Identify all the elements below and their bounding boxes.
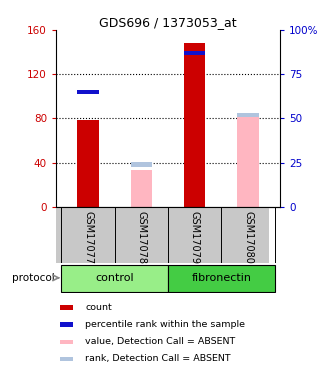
Bar [77,120,99,207]
Bar [77,90,99,94]
Bar [237,112,259,117]
Bar [60,322,73,327]
Bar [131,170,152,207]
Text: GSM17079: GSM17079 [190,211,200,264]
Bar [60,339,73,344]
Bar [61,265,168,292]
Text: rank, Detection Call = ABSENT: rank, Detection Call = ABSENT [85,354,231,363]
Bar [131,162,152,166]
Bar [184,51,205,55]
Text: control: control [95,273,134,283]
Bar [168,265,275,292]
Text: GSM17078: GSM17078 [136,211,146,264]
Bar [184,43,205,207]
Bar [60,357,73,361]
Text: value, Detection Call = ABSENT: value, Detection Call = ABSENT [85,337,236,346]
Bar [237,116,259,207]
Text: GSM17080: GSM17080 [243,211,253,264]
Text: GSM17077: GSM17077 [83,211,93,264]
Text: percentile rank within the sample: percentile rank within the sample [85,320,245,329]
Text: count: count [85,303,112,312]
Bar [60,305,73,310]
Title: GDS696 / 1373053_at: GDS696 / 1373053_at [99,16,237,29]
Text: fibronectin: fibronectin [191,273,251,283]
Text: protocol: protocol [12,273,55,283]
